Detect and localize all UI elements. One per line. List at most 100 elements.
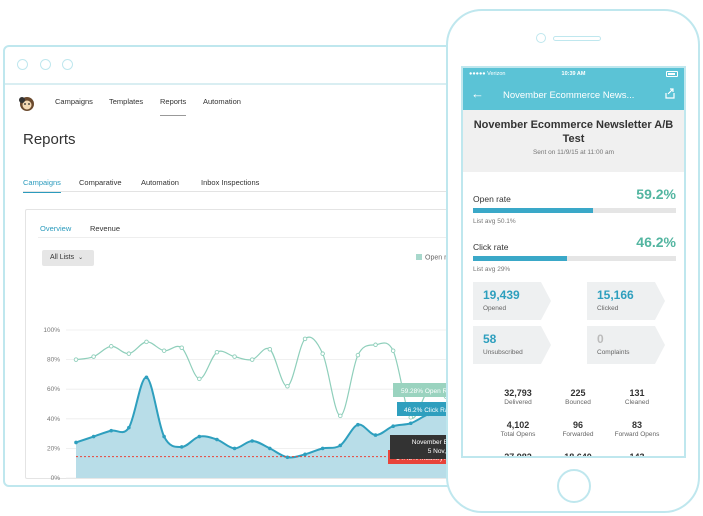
- tab-comparative[interactable]: Comparative: [79, 178, 122, 187]
- tooltip-date: 5 Nov, 2015: [427, 448, 463, 455]
- click-rate-point[interactable]: [373, 433, 378, 437]
- click-rate-value: 46.2%: [636, 234, 676, 250]
- open-rate-point[interactable]: [267, 346, 273, 352]
- report-stat-label: Forwarded: [562, 431, 594, 438]
- campaign-title: November Ecommerce Newsletter A/B Test: [473, 119, 674, 145]
- report-stat-number: 18,640: [564, 452, 592, 458]
- phone-screen: ●●●●● Verizon 10:39 AM ← November Ecomme…: [461, 66, 686, 458]
- window-close-dot[interactable]: [17, 59, 28, 70]
- open-rate-point[interactable]: [373, 342, 378, 348]
- card-tabs: Overview Revenue: [38, 224, 508, 238]
- nav-automation[interactable]: Automation: [203, 97, 241, 106]
- open-rate-point[interactable]: [320, 351, 325, 356]
- click-rate-point[interactable]: [232, 446, 237, 451]
- list-filter-dropdown[interactable]: All Lists ⌄: [42, 250, 94, 266]
- campaign-summary-header: November Ecommerce Newsletter A/B Test S…: [463, 110, 684, 172]
- back-arrow-icon[interactable]: ←: [471, 86, 484, 101]
- nav-campaigns[interactable]: Campaigns: [55, 97, 93, 106]
- stat-box-background: [587, 326, 665, 364]
- open-rate-point[interactable]: [232, 354, 237, 359]
- open-rate-point[interactable]: [338, 413, 343, 419]
- y-tick-label: 100%: [43, 327, 60, 334]
- click-rate-point[interactable]: [91, 434, 96, 439]
- home-button[interactable]: [557, 469, 591, 503]
- report-stat-label: Total Opens: [500, 431, 536, 438]
- tab-automation[interactable]: Automation: [141, 178, 179, 187]
- tab-overview[interactable]: Overview: [40, 224, 72, 233]
- click-rate-bar: [473, 256, 676, 261]
- open-rate-point[interactable]: [214, 349, 220, 355]
- carrier-label: ●●●●● Verizon: [469, 71, 506, 77]
- click-rate-bar-fill: [473, 256, 567, 261]
- click-rate-point[interactable]: [127, 425, 131, 430]
- click-rate-point[interactable]: [268, 446, 272, 451]
- open-rate-point[interactable]: [408, 415, 414, 420]
- report-stat: 83 Forward Opens: [607, 420, 667, 438]
- click-rate-list-avg: List avg 29%: [473, 266, 511, 273]
- tab-campaigns[interactable]: Campaigns: [23, 178, 61, 193]
- click-rate-point[interactable]: [338, 443, 343, 448]
- share-icon[interactable]: [665, 88, 676, 99]
- report-stat-number: 96: [572, 420, 583, 430]
- complaints-stat[interactable]: 0 Complaints: [587, 326, 665, 364]
- open-rate-point[interactable]: [73, 357, 79, 362]
- tab-revenue[interactable]: Revenue: [90, 224, 121, 233]
- click-rate-point[interactable]: [215, 437, 219, 442]
- nav-templates[interactable]: Templates: [109, 97, 144, 106]
- open-rate-point[interactable]: [144, 339, 149, 345]
- open-rate-point[interactable]: [108, 344, 114, 349]
- clicked-stat[interactable]: 15,166 Clicked: [587, 282, 665, 320]
- stat-box-background: [473, 326, 551, 364]
- click-rate-area: [76, 377, 446, 478]
- click-rate-point[interactable]: [320, 446, 325, 451]
- report-stat-number: 83: [631, 420, 642, 430]
- open-rate-point[interactable]: [285, 383, 290, 389]
- window-maximize-dot[interactable]: [62, 59, 73, 70]
- open-rate-point[interactable]: [302, 336, 308, 342]
- open-rate-point[interactable]: [355, 352, 361, 358]
- click-rate-point[interactable]: [391, 424, 395, 428]
- open-rate-point[interactable]: [390, 348, 396, 353]
- status-bar: ●●●●● Verizon 10:39 AM: [463, 68, 684, 80]
- report-stat: 32,793 Delivered: [488, 388, 548, 406]
- opened-stat[interactable]: 19,439 Opened: [473, 282, 551, 320]
- chevron-down-icon: ⌄: [78, 255, 84, 261]
- click-rate-point[interactable]: [285, 455, 290, 460]
- reports-subtabs: Campaigns Comparative Automation Inbox I…: [23, 178, 503, 193]
- click-rate-point[interactable]: [179, 445, 184, 449]
- open-rate-line: [75, 336, 447, 419]
- window-minimize-dot[interactable]: [40, 59, 51, 70]
- monkey-logo-icon[interactable]: [17, 93, 37, 113]
- nav-reports[interactable]: Reports: [160, 97, 187, 116]
- click-rate-point[interactable]: [109, 428, 114, 433]
- open-rate-point[interactable]: [126, 351, 132, 356]
- open-rate-bar: [473, 208, 676, 213]
- tab-inbox-inspections[interactable]: Inbox Inspections: [201, 178, 260, 187]
- stat-number: 15,166: [597, 288, 634, 302]
- battery-icon: [666, 71, 678, 77]
- filter-label: All Lists: [50, 254, 75, 261]
- open-rate-flag-text: 59.28% Open Rate: [401, 388, 457, 395]
- open-rate-point[interactable]: [161, 348, 167, 353]
- click-rate-line: [75, 376, 447, 459]
- click-rate-point[interactable]: [162, 434, 166, 439]
- unsubscribed-stat[interactable]: 58 Unsubscribed: [473, 326, 551, 364]
- stat-box-background: [587, 282, 665, 320]
- click-rate-point[interactable]: [74, 440, 78, 445]
- y-tick-label: 0%: [51, 475, 61, 480]
- open-rate-point[interactable]: [197, 376, 202, 382]
- desktop-browser-window: Campaigns Templates Reports Automation R…: [3, 45, 523, 487]
- y-tick-label: 20%: [47, 445, 60, 452]
- open-rate-point[interactable]: [179, 345, 184, 351]
- chart-legend: Open rate: [416, 254, 456, 262]
- click-rate-point[interactable]: [144, 375, 149, 380]
- click-rate-point[interactable]: [250, 439, 254, 443]
- open-rate-point[interactable]: [91, 354, 96, 359]
- click-rate-point[interactable]: [197, 434, 202, 439]
- sent-date: Sent on 11/9/15 at 11:00 am: [532, 149, 615, 156]
- stat-label: Clicked: [597, 305, 619, 312]
- open-rate-point[interactable]: [249, 357, 255, 362]
- click-rate-point[interactable]: [303, 452, 307, 457]
- click-rate-point[interactable]: [408, 421, 413, 426]
- click-rate-point[interactable]: [356, 422, 360, 427]
